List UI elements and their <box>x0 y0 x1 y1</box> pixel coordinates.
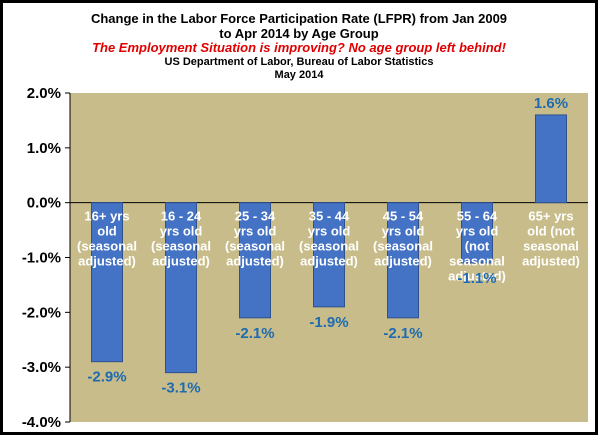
bar <box>535 114 567 204</box>
y-tick-label: 1.0% <box>27 140 61 157</box>
category-label-line: yrs old <box>160 224 203 239</box>
category-label-line: yrs old <box>382 224 425 239</box>
category-label: 25 - 34 yrs old (seasonal adjusted) <box>225 209 285 269</box>
data-label: 1.6% <box>534 95 568 112</box>
category-label: 16 - 24 yrs old (seasonal adjusted) <box>151 209 211 269</box>
source-line-2: May 2014 <box>274 69 324 81</box>
category-label-line: old (not <box>527 224 575 239</box>
data-label: -2.1% <box>235 325 274 342</box>
chart-title-line-2: to Apr 2014 by Age Group <box>219 26 379 41</box>
category-label-line: seasonal <box>523 239 579 254</box>
category-label: 45 - 54 yrs old (seasonal adjusted) <box>373 209 433 269</box>
category-label-line: adjusted) <box>522 254 580 269</box>
category-label: 35 - 44 yrs old (seasonal adjusted) <box>299 209 359 269</box>
bar <box>91 202 123 363</box>
data-label: -1.9% <box>309 314 348 331</box>
category-label-line: (not <box>465 239 490 254</box>
category-label-line: adjusted) <box>374 254 432 269</box>
category-label-line: 25 - 34 <box>235 209 276 224</box>
category-label-line: adjusted) <box>226 254 284 269</box>
category-label-line: seasonal <box>449 254 505 269</box>
category-label-line: adjusted) <box>152 254 210 269</box>
category-label-line: (seasonal <box>225 239 285 254</box>
category-label: 65+ yrs old (not seasonal adjusted) <box>522 209 580 269</box>
bar <box>239 202 271 319</box>
category-label-line: (seasonal <box>373 239 433 254</box>
chart-subtitle: The Employment Situation is improving? N… <box>92 40 506 55</box>
value-labels: -2.9% -3.1% -2.1% -1.9% -2.1% -1.1% 1.6% <box>87 95 568 397</box>
category-label-line: 65+ yrs <box>528 209 573 224</box>
y-tick-label: -4.0% <box>22 414 61 431</box>
category-label-line: 16+ yrs <box>84 209 129 224</box>
chart-title-line-1: Change in the Labor Force Participation … <box>90 11 508 26</box>
category-label-line: 35 - 44 <box>309 209 350 224</box>
category-label-line: 16 - 24 <box>161 209 202 224</box>
category-label-line: (seasonal <box>299 239 359 254</box>
bar <box>313 202 345 308</box>
y-axis: 2.0% 1.0% 0.0% -1.0% -2.0% -3.0% -4.0% <box>22 85 588 431</box>
category-label-line: (seasonal <box>151 239 211 254</box>
y-tick-label: -2.0% <box>22 304 61 321</box>
y-tick-label: 2.0% <box>27 85 61 102</box>
y-tick-label: -3.0% <box>22 359 61 376</box>
data-label: -3.1% <box>161 380 200 397</box>
category-label: 16+ yrs old (seasonal adjusted) <box>77 209 137 269</box>
data-label: -2.1% <box>383 325 422 342</box>
data-label: -2.9% <box>87 369 126 386</box>
category-label-line: adjusted) <box>78 254 136 269</box>
category-label-line: yrs old <box>308 224 351 239</box>
category-label-line: 45 - 54 <box>383 209 424 224</box>
y-tick-label: 0.0% <box>27 195 61 212</box>
bar <box>387 202 419 319</box>
bars <box>91 114 567 374</box>
category-label-line: 55 - 64 <box>457 209 498 224</box>
y-tick-label: -1.0% <box>22 250 61 267</box>
category-label-line: adjusted) <box>448 269 506 284</box>
category-label: 55 - 64 yrs old (not seasonal adjusted) <box>448 209 506 284</box>
source-line-1: US Department of Labor, Bureau of Labor … <box>164 56 434 68</box>
category-label-line: adjusted) <box>300 254 358 269</box>
data-label: -1.1% <box>457 270 496 287</box>
category-label-line: old <box>97 224 117 239</box>
bar <box>461 202 493 264</box>
category-label-line: yrs old <box>456 224 499 239</box>
category-label-line: (seasonal <box>77 239 137 254</box>
bar <box>165 202 197 374</box>
bar-chart: 2.0% 1.0% 0.0% -1.0% -2.0% -3.0% -4.0% 16+ yrs… <box>22 85 588 431</box>
category-label-line: yrs old <box>234 224 277 239</box>
category-labels: 16+ yrs old (seasonal adjusted)16 - 24 yrs o… <box>77 209 580 284</box>
